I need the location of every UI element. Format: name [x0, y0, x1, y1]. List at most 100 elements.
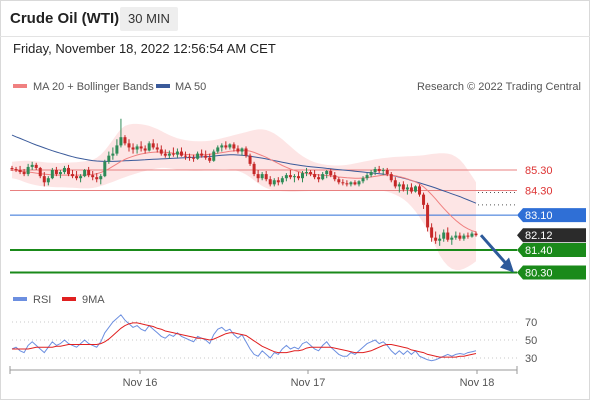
ma50-line: [11, 134, 477, 204]
price-label-84.30: 84.30: [525, 186, 553, 198]
candle-body: [301, 173, 305, 179]
rsi-tick-30: 30: [525, 353, 537, 365]
candle-body: [228, 144, 232, 148]
candle-body: [373, 168, 377, 173]
candle-body: [127, 143, 131, 148]
candle-body: [42, 176, 46, 183]
candle-body: [135, 146, 139, 150]
candle-body: [353, 182, 357, 185]
candle-body: [276, 180, 280, 183]
candle-body: [393, 180, 397, 187]
candle-body: [365, 175, 369, 179]
x-tick-label: Nov 17: [291, 377, 326, 389]
rsi-panel: 70 50 30: [11, 314, 537, 365]
candle-body: [83, 170, 87, 177]
candle-body: [430, 227, 434, 238]
candle-body: [159, 149, 163, 154]
candle-body: [151, 143, 155, 148]
price-label-81.40: 81.40: [525, 245, 553, 257]
candle-body: [75, 176, 79, 179]
candle-body: [204, 155, 208, 158]
candle-body: [244, 148, 248, 156]
candle-body: [62, 167, 66, 173]
x-tick-label: Nov 16: [123, 377, 158, 389]
timeframe-badge[interactable]: 30 MIN: [120, 7, 178, 31]
candle-body: [329, 171, 333, 176]
candle-body: [50, 170, 54, 179]
candle-body: [325, 171, 329, 175]
price-label-83.10: 83.10: [525, 210, 553, 222]
candle-body: [450, 237, 454, 240]
candle-body: [115, 145, 119, 154]
candle-body: [30, 164, 34, 167]
candle-body: [58, 172, 62, 175]
rsi-ma-line: [12, 322, 477, 358]
candle-body: [167, 153, 171, 156]
candle-body: [22, 172, 26, 175]
chart-header: Crude Oil (WTI) 30 MIN: [0, 0, 590, 36]
candle-body: [196, 153, 200, 159]
candle-body: [401, 184, 405, 190]
candle-body: [163, 153, 167, 156]
candle-body: [143, 148, 147, 151]
candle-body: [264, 174, 268, 180]
chart-datetime: Friday, November 18, 2022 12:56:54 AM CE…: [13, 41, 276, 56]
candle-body: [434, 237, 438, 241]
ma50-legend-swatch: [156, 84, 170, 88]
candle-body: [179, 151, 183, 156]
candle-body: [470, 233, 474, 237]
rsi-legend-label: RSI: [33, 294, 51, 306]
candle-body: [139, 146, 143, 149]
price-label-82.12: 82.12: [525, 230, 553, 242]
price-tag-82.12: [517, 228, 586, 243]
candle-body: [369, 172, 373, 176]
candle-body: [458, 235, 462, 239]
candle-body: [462, 235, 466, 239]
candle-body: [272, 180, 276, 185]
instrument-title: Crude Oil (WTI): [10, 10, 120, 27]
price-tag-81.40: [517, 242, 586, 257]
candle-body: [224, 145, 228, 148]
candle-body: [252, 163, 256, 175]
candle-body: [183, 155, 187, 157]
price-tag-80.30: [517, 265, 586, 280]
candle-body: [381, 170, 385, 172]
candle-body: [232, 144, 236, 149]
candle-body: [123, 137, 127, 144]
candle-body: [34, 164, 38, 168]
candle-body: [409, 187, 413, 192]
candle-body: [454, 235, 458, 238]
candle-body: [341, 182, 345, 184]
candle-body: [389, 174, 393, 181]
candle-body: [422, 194, 426, 205]
rsi-ma-legend-swatch: [62, 297, 76, 301]
candle-body: [175, 151, 179, 155]
candle-body: [212, 151, 216, 161]
candle-body: [240, 148, 244, 152]
candle-body: [248, 155, 252, 164]
candle-body: [216, 147, 220, 152]
candle-body: [91, 175, 95, 178]
candle-body: [309, 172, 313, 175]
candle-body: [155, 147, 159, 150]
candle-body: [321, 174, 325, 180]
price-panel: 85.30 84.30 83.10 82.12 81.40 80.30: [10, 118, 586, 280]
candle-body: [188, 156, 192, 158]
candle-body: [418, 186, 422, 195]
candle-body: [79, 176, 83, 179]
candle-body: [357, 181, 361, 185]
candle-body: [256, 174, 260, 179]
bollinger-band: [12, 123, 476, 271]
candle-body: [413, 186, 417, 192]
forecast-arrow-shaft: [479, 234, 508, 265]
candle-body: [103, 161, 107, 177]
candle-body: [10, 167, 14, 169]
candle-body: [288, 175, 292, 178]
candle-body: [284, 175, 288, 179]
candle-body: [337, 179, 341, 183]
candle-body: [66, 167, 70, 175]
rsi-legend-swatch: [13, 297, 27, 301]
candle-body: [305, 172, 309, 174]
candle-body: [349, 182, 353, 185]
